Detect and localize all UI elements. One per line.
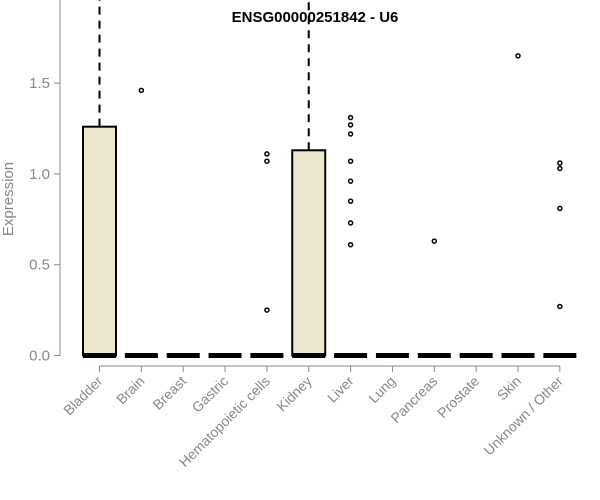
- box-group: [417, 238, 451, 358]
- y-axis-label: Expression: [0, 162, 17, 236]
- outlier-point: [347, 122, 354, 128]
- outlier-point: [347, 198, 354, 204]
- x-tick-label: Prostate: [434, 373, 482, 421]
- outlier-point: [557, 303, 563, 310]
- outlier-point: [264, 158, 270, 164]
- outlier-point: [347, 220, 354, 226]
- plot-area: [82, 0, 577, 358]
- x-tick-label: Skin: [494, 373, 525, 404]
- outlier-point: [347, 158, 354, 164]
- outlier-point: [264, 151, 270, 157]
- outlier-point: [515, 53, 521, 59]
- x-tick-label: Bladder: [60, 373, 106, 419]
- outlier-point: [264, 307, 270, 313]
- x-tick-label: Breast: [149, 373, 189, 413]
- x-tick-label: Kidney: [273, 373, 315, 415]
- x-tick-label: Pancreas: [387, 373, 440, 426]
- outlier-point: [347, 241, 354, 248]
- box: [291, 149, 327, 357]
- y-axis: 0.00.51.01.52.02.5: [29, 0, 61, 365]
- outlier-point: [557, 165, 563, 172]
- outlier-point: [431, 238, 438, 244]
- x-tick-label: Lung: [365, 373, 398, 406]
- x-tick-label: Unknown / Other: [480, 373, 566, 459]
- x-tick-label: Liver: [324, 373, 357, 406]
- outlier-point: [557, 205, 563, 212]
- y-tick-label: 2.0: [29, 0, 50, 1]
- y-tick-label: 0.0: [29, 348, 50, 365]
- box-group: [291, 0, 327, 358]
- y-tick-label: 0.5: [29, 257, 50, 274]
- outlier-point: [138, 87, 145, 94]
- y-tick-label: 1.0: [29, 166, 50, 183]
- box-group: [250, 151, 284, 358]
- box-group: [334, 114, 368, 358]
- x-tick-label: Brain: [113, 373, 147, 407]
- box-group: [82, 0, 117, 358]
- outlier-point: [347, 178, 354, 184]
- chart-title: ENSG00000251842 - U6: [232, 9, 399, 26]
- box: [82, 125, 117, 357]
- y-tick-label: 1.5: [29, 75, 50, 92]
- outlier-point: [347, 114, 354, 121]
- outlier-point: [347, 131, 354, 137]
- box-group: [124, 87, 158, 358]
- outlier-point: [557, 160, 563, 166]
- box-group: [543, 160, 577, 358]
- box-group: [501, 53, 535, 358]
